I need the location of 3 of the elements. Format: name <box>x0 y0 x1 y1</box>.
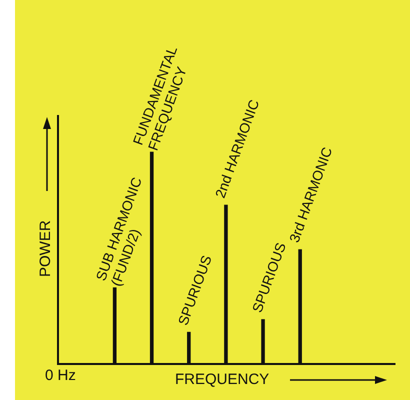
x-axis-title: FREQUENCY <box>175 371 270 388</box>
y-axis-title: POWER <box>37 220 54 277</box>
text: 0 Hz <box>45 367 76 384</box>
